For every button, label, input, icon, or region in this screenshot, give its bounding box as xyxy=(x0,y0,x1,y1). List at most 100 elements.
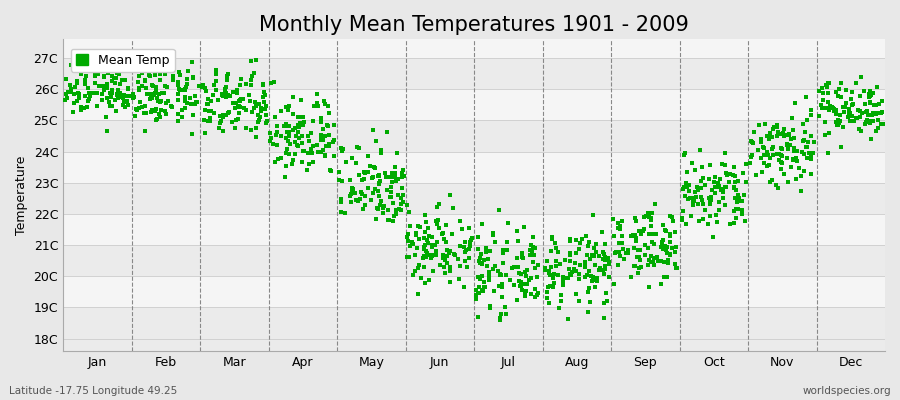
Point xyxy=(663,230,678,237)
Point xyxy=(113,81,128,87)
Point xyxy=(804,156,818,162)
Point xyxy=(751,147,765,154)
Point xyxy=(267,79,282,85)
Point xyxy=(468,292,482,298)
Point xyxy=(728,187,742,193)
Point xyxy=(872,100,886,107)
Bar xyxy=(63,27,885,58)
Point xyxy=(230,89,245,96)
Point xyxy=(171,91,185,97)
Point xyxy=(869,84,884,90)
Point xyxy=(148,91,162,98)
Point xyxy=(862,100,877,107)
Point xyxy=(442,264,456,270)
Point xyxy=(322,143,337,149)
Point xyxy=(542,268,556,274)
Point xyxy=(822,80,836,86)
Point xyxy=(254,105,268,111)
Point xyxy=(799,154,814,161)
Point xyxy=(770,122,784,128)
Point xyxy=(215,93,230,99)
Point xyxy=(760,133,774,139)
Point xyxy=(268,158,283,165)
Point xyxy=(110,91,124,97)
Point xyxy=(248,102,263,109)
Point xyxy=(674,215,688,222)
Point xyxy=(829,89,843,96)
Point xyxy=(722,179,736,185)
Point xyxy=(760,152,775,158)
Point xyxy=(494,281,508,287)
Point xyxy=(457,244,472,250)
Point xyxy=(203,115,218,122)
Point xyxy=(518,273,533,279)
Point xyxy=(220,92,235,98)
Point xyxy=(569,291,583,297)
Point xyxy=(562,250,577,256)
Point xyxy=(633,247,647,254)
Point xyxy=(323,167,338,174)
Point xyxy=(814,105,829,112)
Point xyxy=(706,178,721,185)
Point xyxy=(326,139,340,145)
Point xyxy=(190,99,204,106)
Point xyxy=(380,129,394,135)
Point xyxy=(314,114,328,121)
Point xyxy=(252,101,266,108)
Point xyxy=(248,99,262,105)
Point xyxy=(661,260,675,266)
Point xyxy=(274,155,289,162)
Point xyxy=(765,134,779,140)
Point xyxy=(152,110,166,117)
Point xyxy=(463,239,477,245)
Point xyxy=(314,149,328,155)
Point xyxy=(714,187,728,194)
Point xyxy=(213,118,228,124)
Point xyxy=(865,112,879,118)
Point xyxy=(866,118,880,124)
Point xyxy=(762,130,777,136)
Point xyxy=(327,136,341,143)
Point xyxy=(104,103,119,109)
Point xyxy=(304,146,319,152)
Point xyxy=(281,138,295,144)
Point xyxy=(510,264,525,270)
Point xyxy=(830,122,844,129)
Point xyxy=(804,171,818,177)
Point xyxy=(820,84,834,90)
Point xyxy=(717,150,732,156)
Point xyxy=(118,76,132,83)
Point xyxy=(775,146,789,152)
Point xyxy=(377,202,392,209)
Point xyxy=(311,149,326,156)
Point xyxy=(152,90,166,97)
Point xyxy=(795,149,809,155)
Point xyxy=(70,78,85,84)
Point xyxy=(654,258,669,264)
Point xyxy=(344,199,358,205)
Point xyxy=(684,213,698,219)
Point xyxy=(68,84,83,90)
Point xyxy=(274,108,288,114)
Point xyxy=(209,86,223,93)
Point xyxy=(761,136,776,142)
Point xyxy=(87,79,102,86)
Point xyxy=(129,64,143,70)
Point xyxy=(233,82,248,89)
Point xyxy=(664,214,679,220)
Point xyxy=(633,257,647,263)
Point xyxy=(437,264,452,270)
Point xyxy=(89,90,104,96)
Point xyxy=(610,262,625,269)
Point xyxy=(845,101,859,107)
Point xyxy=(379,187,393,194)
Point xyxy=(476,257,491,264)
Point xyxy=(425,244,439,250)
Point xyxy=(687,202,701,209)
Point xyxy=(369,138,383,144)
Point xyxy=(422,233,436,239)
Point xyxy=(874,120,888,127)
Point xyxy=(212,113,227,120)
Point xyxy=(710,219,724,225)
Point xyxy=(293,97,308,104)
